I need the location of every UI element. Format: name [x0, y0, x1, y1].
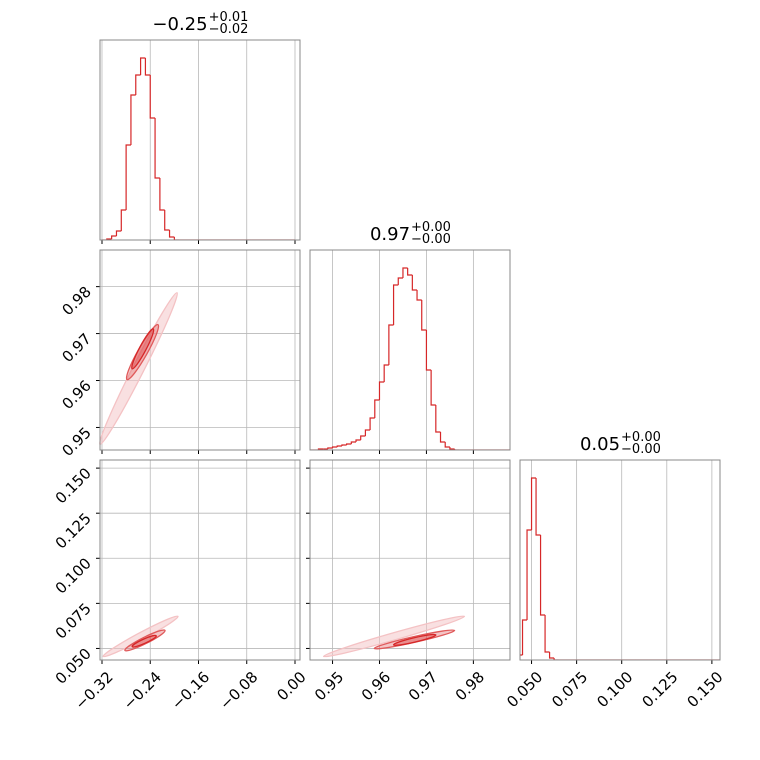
histogram-step [135, 74, 141, 95]
title-upper-error: +0.00 [411, 220, 451, 235]
histogram-step [435, 405, 441, 433]
title-lower-error: −0.02 [209, 22, 249, 37]
histogram-step [327, 447, 333, 449]
histogram-step [535, 478, 541, 536]
histogram [101, 57, 295, 240]
histogram-step [346, 443, 352, 445]
histogram-step [331, 446, 338, 448]
histogram-step [454, 449, 460, 450]
axes-frame [519, 459, 721, 661]
contour [322, 615, 466, 658]
title-lower-error: −0.00 [621, 442, 661, 457]
histogram-step [173, 237, 180, 240]
histogram-step [369, 417, 375, 430]
histogram-step [341, 444, 347, 446]
histogram-step [416, 290, 422, 301]
title-lower-error: −0.00 [411, 232, 451, 247]
histogram-step [159, 178, 165, 211]
histogram-step [111, 235, 117, 239]
x-tick-label: −0.32 [72, 668, 117, 713]
histogram-step [421, 300, 427, 331]
y-tick-label: 0.100 [52, 554, 95, 597]
x-tick-label: 0.97 [405, 668, 441, 704]
histogram-step [425, 330, 432, 371]
x-tick-label: 0.98 [452, 668, 488, 704]
axes-frame [99, 459, 301, 661]
y-tick-label: 0.95 [58, 424, 94, 460]
axes-frame [309, 249, 511, 451]
histogram-step [120, 209, 127, 231]
histogram-step [526, 529, 532, 620]
histogram-step [430, 370, 436, 406]
histogram-step [439, 432, 446, 443]
histogram-step [539, 535, 546, 616]
histogram-step [374, 399, 380, 418]
panel-title: −0.25 [152, 14, 207, 35]
x-tick-label: 0.00 [273, 668, 309, 704]
contour [131, 634, 157, 648]
histogram-step [144, 58, 151, 76]
x-tick-label: 0.075 [548, 668, 591, 711]
axes-frame [99, 249, 301, 451]
histogram-step [449, 447, 455, 450]
contour [131, 328, 155, 370]
x-tick-label: −0.24 [120, 668, 165, 713]
histogram-step [397, 277, 403, 285]
x-tick-label: 0.96 [358, 668, 394, 704]
histogram-step [544, 615, 550, 653]
histogram-step [115, 230, 122, 236]
histogram-step [553, 658, 559, 660]
x-tick-label: 0.100 [593, 668, 636, 711]
histogram-step [392, 284, 399, 325]
y-tick-label: 0.125 [52, 509, 95, 552]
histogram-step [378, 381, 385, 400]
histogram-step [383, 364, 389, 382]
histogram-step [388, 324, 394, 365]
histogram-step [521, 619, 528, 655]
histogram-step [411, 275, 418, 291]
y-tick-label: 0.050 [52, 645, 95, 688]
histogram-step [139, 57, 146, 75]
axes-frame [99, 39, 301, 241]
y-tick-label: 0.150 [52, 464, 95, 507]
x-tick-label: 0.150 [684, 668, 727, 711]
histogram-step [350, 441, 357, 444]
histogram-step [154, 118, 160, 179]
title-upper-error: +0.01 [209, 10, 249, 25]
histogram-step [360, 435, 366, 440]
histogram [520, 477, 720, 660]
histogram-step [364, 429, 371, 436]
axes-frame [309, 459, 511, 661]
y-tick-label: 0.98 [58, 283, 94, 319]
histogram-step [530, 477, 537, 530]
histogram-step [355, 439, 361, 442]
panel-title: 0.97 [370, 224, 410, 245]
x-tick-label: −0.16 [168, 668, 213, 713]
histogram-step [336, 445, 342, 447]
histogram-step [125, 144, 131, 210]
y-tick-label: 0.075 [52, 599, 95, 642]
y-tick-label: 0.96 [58, 377, 94, 413]
histogram-step [407, 268, 413, 276]
histogram-step [164, 210, 170, 231]
panel-title: 0.05 [580, 434, 620, 455]
title-upper-error: +0.00 [621, 430, 661, 445]
x-tick-label: 0.95 [311, 668, 347, 704]
histogram-step [168, 230, 175, 238]
histogram-step [548, 652, 555, 659]
y-tick-label: 0.97 [58, 330, 94, 366]
histogram-step [402, 267, 408, 278]
histogram [310, 267, 510, 450]
x-tick-label: −0.08 [216, 668, 261, 713]
histogram-step [520, 654, 523, 656]
histogram-step [444, 442, 450, 448]
histogram-step [149, 75, 156, 119]
x-tick-label: 0.125 [638, 668, 681, 711]
contour [392, 633, 437, 646]
histogram-step [130, 94, 136, 145]
x-tick-label: 0.050 [503, 668, 546, 711]
contour [102, 615, 179, 658]
